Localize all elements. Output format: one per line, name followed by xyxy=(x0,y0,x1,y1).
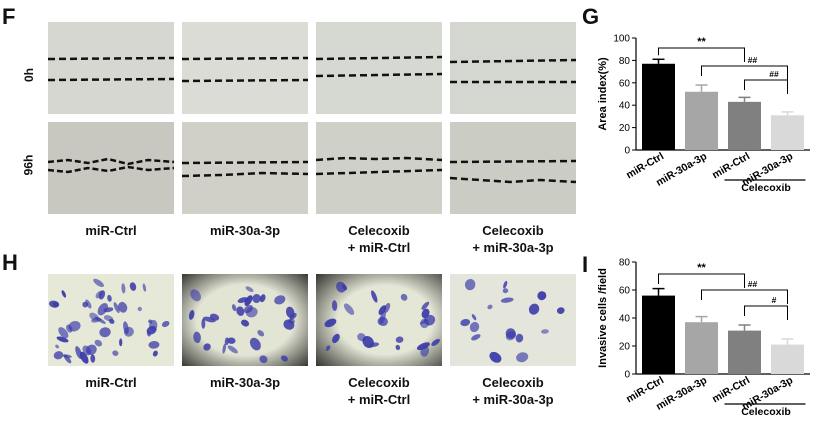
y-tick-label: 100 xyxy=(613,34,630,45)
bar xyxy=(771,115,804,150)
invasion-image-mir-ctrl xyxy=(48,274,174,366)
bar xyxy=(728,101,761,150)
y-tick-label: 80 xyxy=(619,56,631,67)
panel-letter-i: I xyxy=(582,252,589,277)
invasion-image-mir-30a xyxy=(182,274,308,366)
significance-bracket xyxy=(701,65,788,80)
caption-f-4: Celecoxib + miR-30a-3p xyxy=(472,223,554,255)
caption-f-2: miR-30a-3p xyxy=(209,223,281,238)
caption-h-1: miR-Ctrl xyxy=(85,375,137,390)
significance-bracket xyxy=(744,79,788,94)
scratch-image-96h-mir-ctrl xyxy=(48,122,174,214)
caption-f-3: Celecoxib + miR-Ctrl xyxy=(347,223,411,255)
row-label-0h: 0h xyxy=(22,67,37,83)
significance-label: ## xyxy=(748,55,758,65)
scratch-image-0h-celecoxib-30a xyxy=(450,22,576,114)
caption-h-3: Celecoxib + miR-Ctrl xyxy=(347,375,411,407)
y-tick-label: 60 xyxy=(619,78,631,89)
y-tick-label: 40 xyxy=(619,314,631,325)
significance-label: ## xyxy=(769,69,779,79)
group-label: Celecoxib xyxy=(741,406,791,418)
bar xyxy=(642,63,675,151)
y-tick-label: 20 xyxy=(619,342,631,353)
row-label-96h: 96h xyxy=(21,154,36,176)
scratch-image-0h-celecoxib-ctrl xyxy=(316,22,442,114)
y-axis-label: Invasive cells /field xyxy=(597,268,609,368)
caption-h-2: miR-30a-3p xyxy=(209,375,281,390)
panel-letter-g: G xyxy=(582,4,600,29)
y-tick-label: 20 xyxy=(619,123,631,134)
bar xyxy=(685,322,718,374)
group-label: Celecoxib xyxy=(741,182,791,194)
y-tick-label: 80 xyxy=(619,258,631,269)
caption-f-1: miR-Ctrl xyxy=(85,223,137,238)
caption-h-4: Celecoxib + miR-30a-3p xyxy=(472,375,554,407)
significance-bracket xyxy=(744,305,788,320)
bar xyxy=(728,330,761,374)
panel-letter-f: F xyxy=(2,4,16,29)
scratch-image-0h-mir-30a xyxy=(182,22,308,114)
bar-chart-invasive-cells: Invasive cells /field020406080miR-Ctrlmi… xyxy=(597,258,810,418)
y-tick-label: 40 xyxy=(619,101,631,112)
y-tick-label: 0 xyxy=(624,146,630,157)
panel-letter-h: H xyxy=(2,250,18,275)
significance-label: ** xyxy=(697,36,706,48)
invasion-image-celecoxib-30a xyxy=(450,274,576,366)
y-tick-label: 0 xyxy=(624,370,630,381)
bar xyxy=(642,295,675,374)
scratch-image-96h-celecoxib-30a xyxy=(450,122,576,214)
y-axis-label: Area index(%) xyxy=(597,57,609,131)
bar-chart-area-index: Area index(%)020406080100miR-CtrlmiR-30a… xyxy=(597,34,810,194)
significance-bracket xyxy=(658,273,745,288)
significance-label: ## xyxy=(748,279,758,289)
scratch-image-96h-mir-30a xyxy=(182,122,308,214)
invasion-image-celecoxib-ctrl xyxy=(316,274,442,366)
y-tick-label: 60 xyxy=(619,286,631,297)
bar xyxy=(685,91,718,150)
significance-label: ** xyxy=(697,262,706,274)
scratch-image-96h-celecoxib-ctrl xyxy=(316,122,442,214)
significance-bracket xyxy=(658,47,745,62)
significance-label: # xyxy=(772,295,777,305)
scratch-image-0h-mir-ctrl xyxy=(48,22,174,114)
bar xyxy=(771,344,804,374)
significance-bracket xyxy=(701,289,788,304)
